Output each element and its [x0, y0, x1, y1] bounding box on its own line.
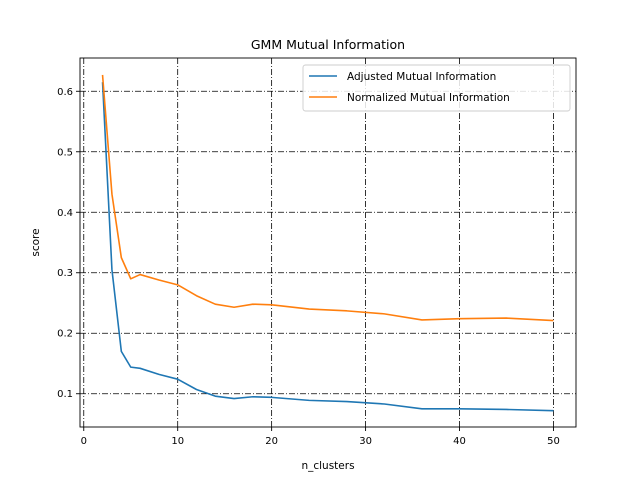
plot-area-frame	[79, 57, 577, 428]
x-tick-label: 40	[453, 436, 466, 447]
x-axis-label: n_clusters	[301, 460, 354, 472]
x-tick-label: 10	[171, 436, 184, 447]
y-tick-label: 0.1	[57, 389, 73, 400]
legend-entry-label: Adjusted Mutual Information	[347, 71, 496, 83]
x-tick-label: 50	[547, 436, 560, 447]
series-lines	[101, 74, 554, 412]
y-tick-label: 0.2	[57, 329, 73, 340]
x-tick-label: 30	[359, 436, 372, 447]
series-line-normalized	[101, 74, 554, 322]
legend-box	[302, 64, 571, 112]
x-tick-label: 20	[265, 436, 278, 447]
legend-entry-label: Normalized Mutual Information	[347, 92, 510, 104]
legend: Adjusted Mutual Information Normalized Mu…	[302, 64, 571, 112]
y-axis-label: score	[30, 228, 42, 256]
x-tick-label: 0	[81, 436, 87, 447]
axis-ticks: 0 10 20 30 40 50 0.1 0.2 0.3 0.4 0.5 0.6	[57, 87, 560, 447]
y-tick-label: 0.3	[57, 268, 73, 279]
y-tick-label: 0.4	[57, 208, 73, 219]
y-tick-label: 0.5	[57, 147, 73, 158]
chart-title: GMM Mutual Information	[251, 37, 405, 52]
y-tick-label: 0.6	[57, 87, 73, 98]
series-line-adjusted	[101, 82, 554, 412]
